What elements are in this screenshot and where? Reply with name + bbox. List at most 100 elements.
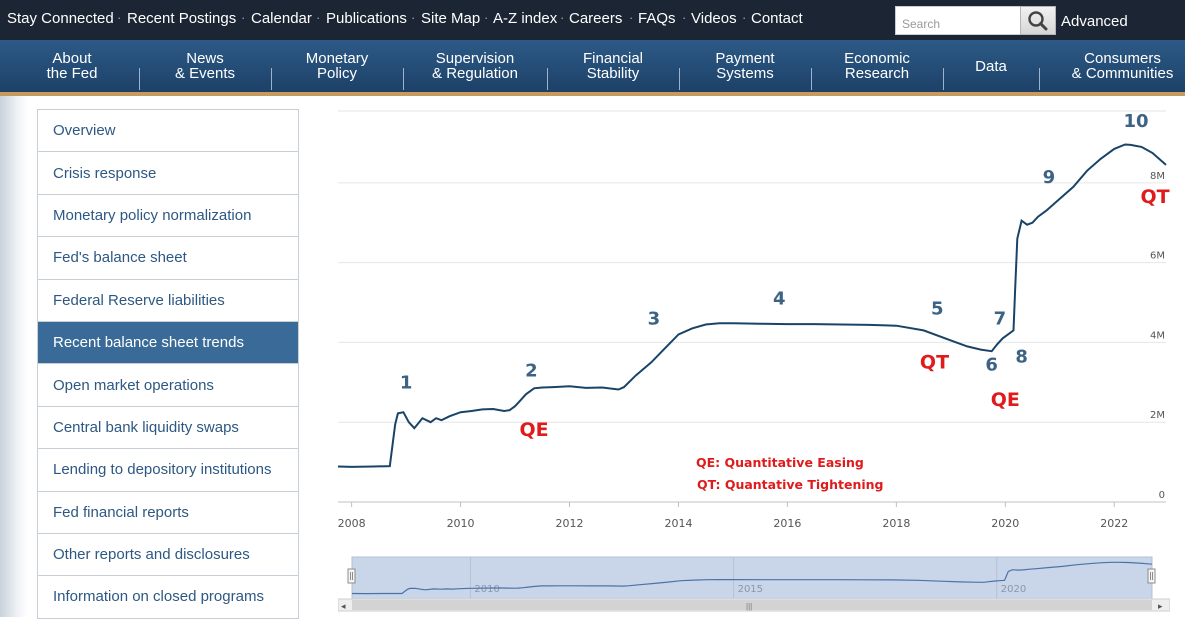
x-tick-label: 2016	[773, 517, 801, 530]
navigator-right-handle[interactable]	[1147, 568, 1156, 584]
publications-link[interactable]: Publications	[326, 10, 407, 27]
nav-divider	[1039, 68, 1040, 90]
careers-link[interactable]: Careers	[569, 10, 623, 27]
nav-supervision-regulation[interactable]: Supervision & Regulation	[405, 40, 545, 92]
separator: ·	[560, 10, 565, 25]
nav-label-line1: Monetary	[305, 50, 369, 67]
annotation-label-qt: QT	[1141, 186, 1170, 208]
side-menu-reserve-liabilities[interactable]: Federal Reserve liabilities	[38, 279, 298, 322]
nav-label-line2: Policy	[316, 65, 357, 82]
separator: ·	[241, 10, 246, 25]
nav-label-line2: & Events	[174, 65, 236, 82]
navigator-tick-label: 2015	[738, 584, 763, 595]
nav-label-line2: & Regulation	[432, 65, 518, 82]
separator: ·	[484, 10, 489, 25]
search-input[interactable]	[895, 6, 1021, 35]
nav-payment-systems[interactable]: Payment Systems	[681, 40, 809, 92]
section-side-menu: Overview Crisis response Monetary policy…	[37, 109, 299, 619]
nav-data[interactable]: Data	[945, 40, 1037, 92]
scroll-left-arrow[interactable]: ◂	[341, 601, 346, 611]
range-navigator[interactable]: 2010 2015 2020 ◂ ▸ |||	[338, 556, 1170, 612]
side-menu-recent-trends[interactable]: Recent balance sheet trends	[38, 321, 298, 365]
nav-divider	[271, 68, 272, 90]
search-button[interactable]	[1020, 6, 1056, 35]
nav-label-line1: Consumers	[1084, 50, 1161, 67]
stay-connected-link[interactable]: Stay Connected	[7, 10, 114, 27]
y-tick-label: 6M	[1150, 251, 1165, 262]
side-menu-crisis-response[interactable]: Crisis response	[38, 152, 298, 195]
contact-link[interactable]: Contact	[751, 10, 803, 27]
annotations: 1 2 3 4 5 6 78 9 10 QE QT QE QT	[400, 111, 1170, 441]
annotation-number-2: 2	[525, 360, 538, 381]
recent-postings-link[interactable]: Recent Postings	[127, 10, 237, 27]
annotation-number-10: 10	[1124, 111, 1149, 132]
nav-financial-stability[interactable]: Financial Stability	[549, 40, 677, 92]
side-menu-financial-reports[interactable]: Fed financial reports	[38, 491, 298, 534]
nav-label-line1: Supervision	[435, 50, 515, 67]
y-tick-label: 4M	[1150, 330, 1165, 341]
navigator-ticks: 2010 2015 2020	[469, 557, 1026, 599]
videos-link[interactable]: Videos	[691, 10, 737, 27]
a-z-index-link[interactable]: A-Z index	[493, 10, 558, 27]
annotation-label-qe: QE	[520, 419, 549, 441]
separator: ·	[629, 10, 634, 25]
nav-label-line1: Payment	[715, 50, 775, 67]
scroll-right-arrow[interactable]: ▸	[1158, 601, 1163, 611]
calendar-link[interactable]: Calendar	[251, 10, 312, 27]
search-icon	[1028, 11, 1048, 31]
scrollbar-grip: |||	[746, 602, 752, 611]
annotation-number-7: 7	[994, 308, 1007, 329]
nav-label-line1: Financial	[582, 50, 644, 67]
site-map-link[interactable]: Site Map	[421, 10, 481, 27]
nav-divider	[811, 68, 812, 90]
page-frame-edge	[0, 96, 28, 617]
side-menu-other-reports[interactable]: Other reports and disclosures	[38, 533, 298, 577]
nav-label-line1: News	[186, 50, 224, 67]
navigator-tick-label: 2010	[474, 584, 499, 595]
navigator-series-line	[351, 561, 1153, 595]
x-tick-label: 2012	[556, 517, 584, 530]
side-menu-closed-programs[interactable]: Information on closed programs	[38, 576, 298, 619]
x-tick-label: 2020	[991, 517, 1019, 530]
main-navigation: About the Fed News & Events Monetary Pol…	[0, 40, 1185, 92]
nav-label-line2: the Fed	[46, 65, 98, 82]
annotation-label-qt: QT	[920, 351, 949, 373]
nav-news-events[interactable]: News & Events	[141, 40, 269, 92]
side-menu-lending-depository[interactable]: Lending to depository institutions	[38, 449, 298, 492]
legend-note-qe: QE: Quantitative Easing	[696, 455, 864, 470]
side-menu-open-market-operations[interactable]: Open market operations	[38, 364, 298, 407]
x-tick-label: 2010	[447, 517, 475, 530]
nav-label-line2: Research	[844, 65, 910, 82]
nav-divider	[679, 68, 680, 90]
annotation-number-1: 1	[400, 372, 413, 393]
nav-consumers-communities[interactable]: Consumers & Communities	[1060, 40, 1185, 92]
gridlines	[338, 110, 1166, 503]
annotation-number-5: 5	[931, 298, 944, 319]
annotation-number-6: 6	[985, 354, 998, 375]
y-tick-label: 8M	[1150, 171, 1165, 182]
separator: ·	[411, 10, 416, 25]
x-tick-label: 2008	[338, 517, 366, 530]
nav-label-line1: About	[52, 50, 92, 67]
nav-monetary-policy[interactable]: Monetary Policy	[273, 40, 401, 92]
nav-divider	[943, 68, 944, 90]
separator: ·	[316, 10, 321, 25]
side-menu-policy-normalization[interactable]: Monetary policy normalization	[38, 194, 298, 238]
navigator-left-handle[interactable]	[347, 568, 356, 584]
y-tick-label: 2M	[1150, 410, 1165, 421]
annotation-number-9: 9	[1043, 167, 1056, 188]
nav-economic-research[interactable]: Economic Research	[813, 40, 941, 92]
separator: ·	[742, 10, 747, 25]
nav-label-line2: & Communities	[1071, 65, 1174, 82]
series-line	[338, 143, 1167, 468]
x-tick-label: 2018	[882, 517, 910, 530]
scrollbar-thumb[interactable]	[352, 600, 1152, 610]
nav-about-the-fed[interactable]: About the Fed	[8, 40, 136, 92]
nav-label-line1: Data	[975, 57, 1007, 75]
faqs-link[interactable]: FAQs	[638, 10, 676, 27]
side-menu-liquidity-swaps[interactable]: Central bank liquidity swaps	[38, 406, 298, 450]
advanced-search-link[interactable]: Advanced	[1061, 13, 1128, 30]
side-menu-overview[interactable]: Overview	[38, 110, 298, 153]
side-menu-feds-balance-sheet[interactable]: Fed's balance sheet	[38, 237, 298, 280]
